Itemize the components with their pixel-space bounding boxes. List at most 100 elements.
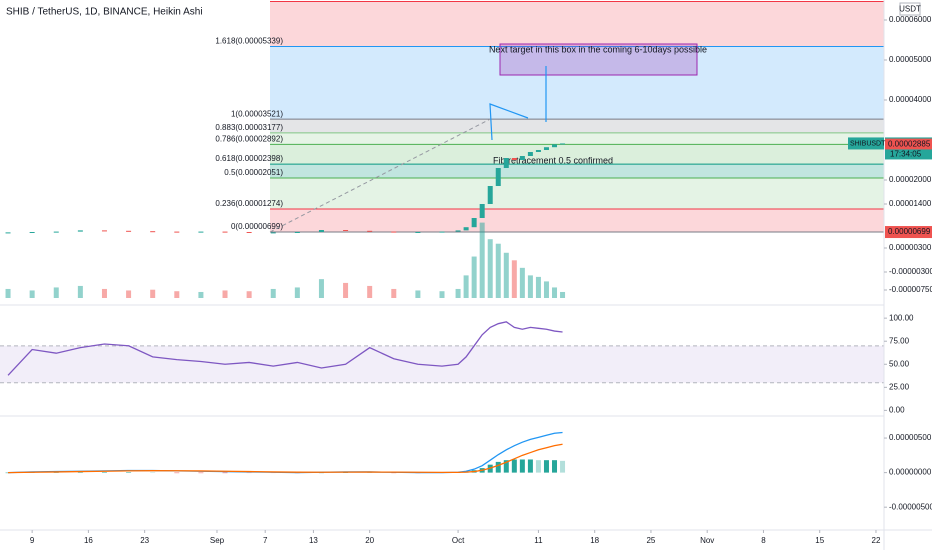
volume-bar	[318, 279, 324, 298]
price-badge	[885, 138, 932, 151]
candle-body	[495, 168, 501, 186]
volume-bar	[53, 287, 59, 298]
candle-body	[439, 231, 445, 233]
candle-body	[535, 150, 541, 152]
candle-body	[479, 204, 485, 218]
x-tick-label: 18	[590, 536, 599, 545]
volume-bar	[543, 281, 549, 298]
x-tick-label: Sep	[210, 536, 225, 545]
fib-zone	[270, 209, 884, 233]
candle-body	[415, 232, 421, 233]
plot: 2(0.00006462) 1.618(0.00005339) 1(0.000035…	[0, 0, 884, 474]
histogram-bar	[503, 460, 509, 473]
fib-label: 0.618(0.00002398)	[215, 154, 283, 163]
y-tick-label: 0.00005000	[889, 55, 932, 64]
candle-body	[391, 231, 397, 233]
price-badge	[885, 226, 932, 239]
fib-zone	[270, 119, 884, 133]
candle-body	[77, 230, 83, 232]
volume-bar	[174, 291, 180, 298]
histogram-bar	[101, 472, 107, 473]
volume-bar	[29, 290, 35, 298]
y-tick-label: 25.00	[889, 382, 910, 391]
candle-body	[174, 231, 180, 233]
trend-line	[269, 118, 491, 233]
volume-bar	[560, 291, 566, 298]
candle-body	[343, 230, 349, 231]
volume-bar	[126, 290, 132, 298]
candle-body	[552, 144, 558, 148]
annotation: Fib retracement 0.5 confirmed	[493, 155, 613, 165]
volume-bar	[552, 287, 558, 298]
x-tick-label: 20	[365, 536, 374, 545]
fib-zone	[270, 177, 884, 210]
x-tick-label: 15	[815, 536, 824, 545]
volume-bar	[222, 290, 228, 298]
candle-body	[150, 231, 156, 233]
countdown: 17:34:05	[890, 150, 922, 159]
volume-bar	[101, 288, 107, 298]
fib-zone	[270, 164, 884, 178]
y-tick-label: 100.00	[889, 313, 914, 322]
candle-body	[29, 232, 35, 233]
histogram-bar	[552, 460, 558, 473]
fib-zone	[270, 144, 884, 165]
symbol: SHIBUSDT	[850, 140, 886, 147]
y-tick-label: 0.00002000	[889, 175, 932, 184]
x-tick-label: 9	[30, 536, 35, 545]
x-tick-label: Nov	[700, 536, 714, 545]
candle-body	[560, 143, 566, 145]
candle-body	[519, 156, 525, 160]
volume-bar	[487, 239, 493, 298]
currency-box[interactable]	[899, 2, 921, 16]
candle-body	[463, 227, 469, 231]
histogram-bar	[246, 472, 252, 474]
volume-bar	[270, 288, 276, 298]
y-tick-label: -0.00000300	[889, 267, 932, 276]
x-tick-label: 11	[534, 536, 543, 545]
candle-body	[126, 230, 132, 232]
candle-body	[318, 230, 324, 232]
fib-label: 0.883(0.00003177)	[215, 123, 283, 132]
histogram-bar	[367, 472, 373, 473]
price-badge-label: 0.00000699	[888, 227, 931, 236]
histogram-bar	[527, 459, 533, 473]
y-tick-label: -0.00000500	[889, 502, 932, 511]
volume-bar	[519, 267, 525, 298]
histogram-bar	[535, 460, 541, 473]
volume-bar	[415, 290, 421, 298]
price-badge-label: 0.00002885	[888, 140, 931, 149]
y-tick-label: 0.00004000	[889, 95, 932, 104]
y-tick-label: 0.00006000	[889, 15, 932, 24]
fib-zone	[270, 46, 884, 120]
rsi-band	[0, 345, 884, 383]
candle-body	[270, 232, 276, 234]
histogram-bar	[150, 472, 156, 473]
currency: USDT	[899, 5, 921, 14]
volume-bar	[479, 222, 485, 298]
y-tick-label: 75.00	[889, 336, 910, 345]
volume-bar	[511, 260, 517, 298]
fib-label: 2(0.00006462)	[231, 0, 283, 1]
fib-label: 0.786(0.00002892)	[215, 134, 283, 143]
candle-body	[527, 152, 533, 156]
y-tick-label: 0.00001400	[889, 199, 932, 208]
macd-line	[8, 443, 563, 474]
countdown-badge	[885, 149, 932, 160]
volume-bar	[5, 288, 11, 298]
volume-bar	[463, 275, 469, 298]
fib-label: 0.5(0.00002051)	[224, 168, 283, 177]
fib-label: 0.236(0.00001274)	[215, 199, 283, 208]
volume-bar	[198, 291, 204, 298]
histogram-bar	[198, 472, 204, 474]
candle-body	[487, 186, 493, 204]
volume-bar	[343, 282, 349, 298]
histogram-bar	[5, 472, 11, 474]
y-tick-label: 0.00	[889, 405, 905, 414]
chart-title: SHIB / TetherUS, 1D, BINANCE, Heikin Ash…	[6, 7, 203, 18]
candle-body	[294, 232, 300, 233]
candle-body	[511, 158, 517, 160]
x-tick-label: 16	[84, 536, 93, 545]
